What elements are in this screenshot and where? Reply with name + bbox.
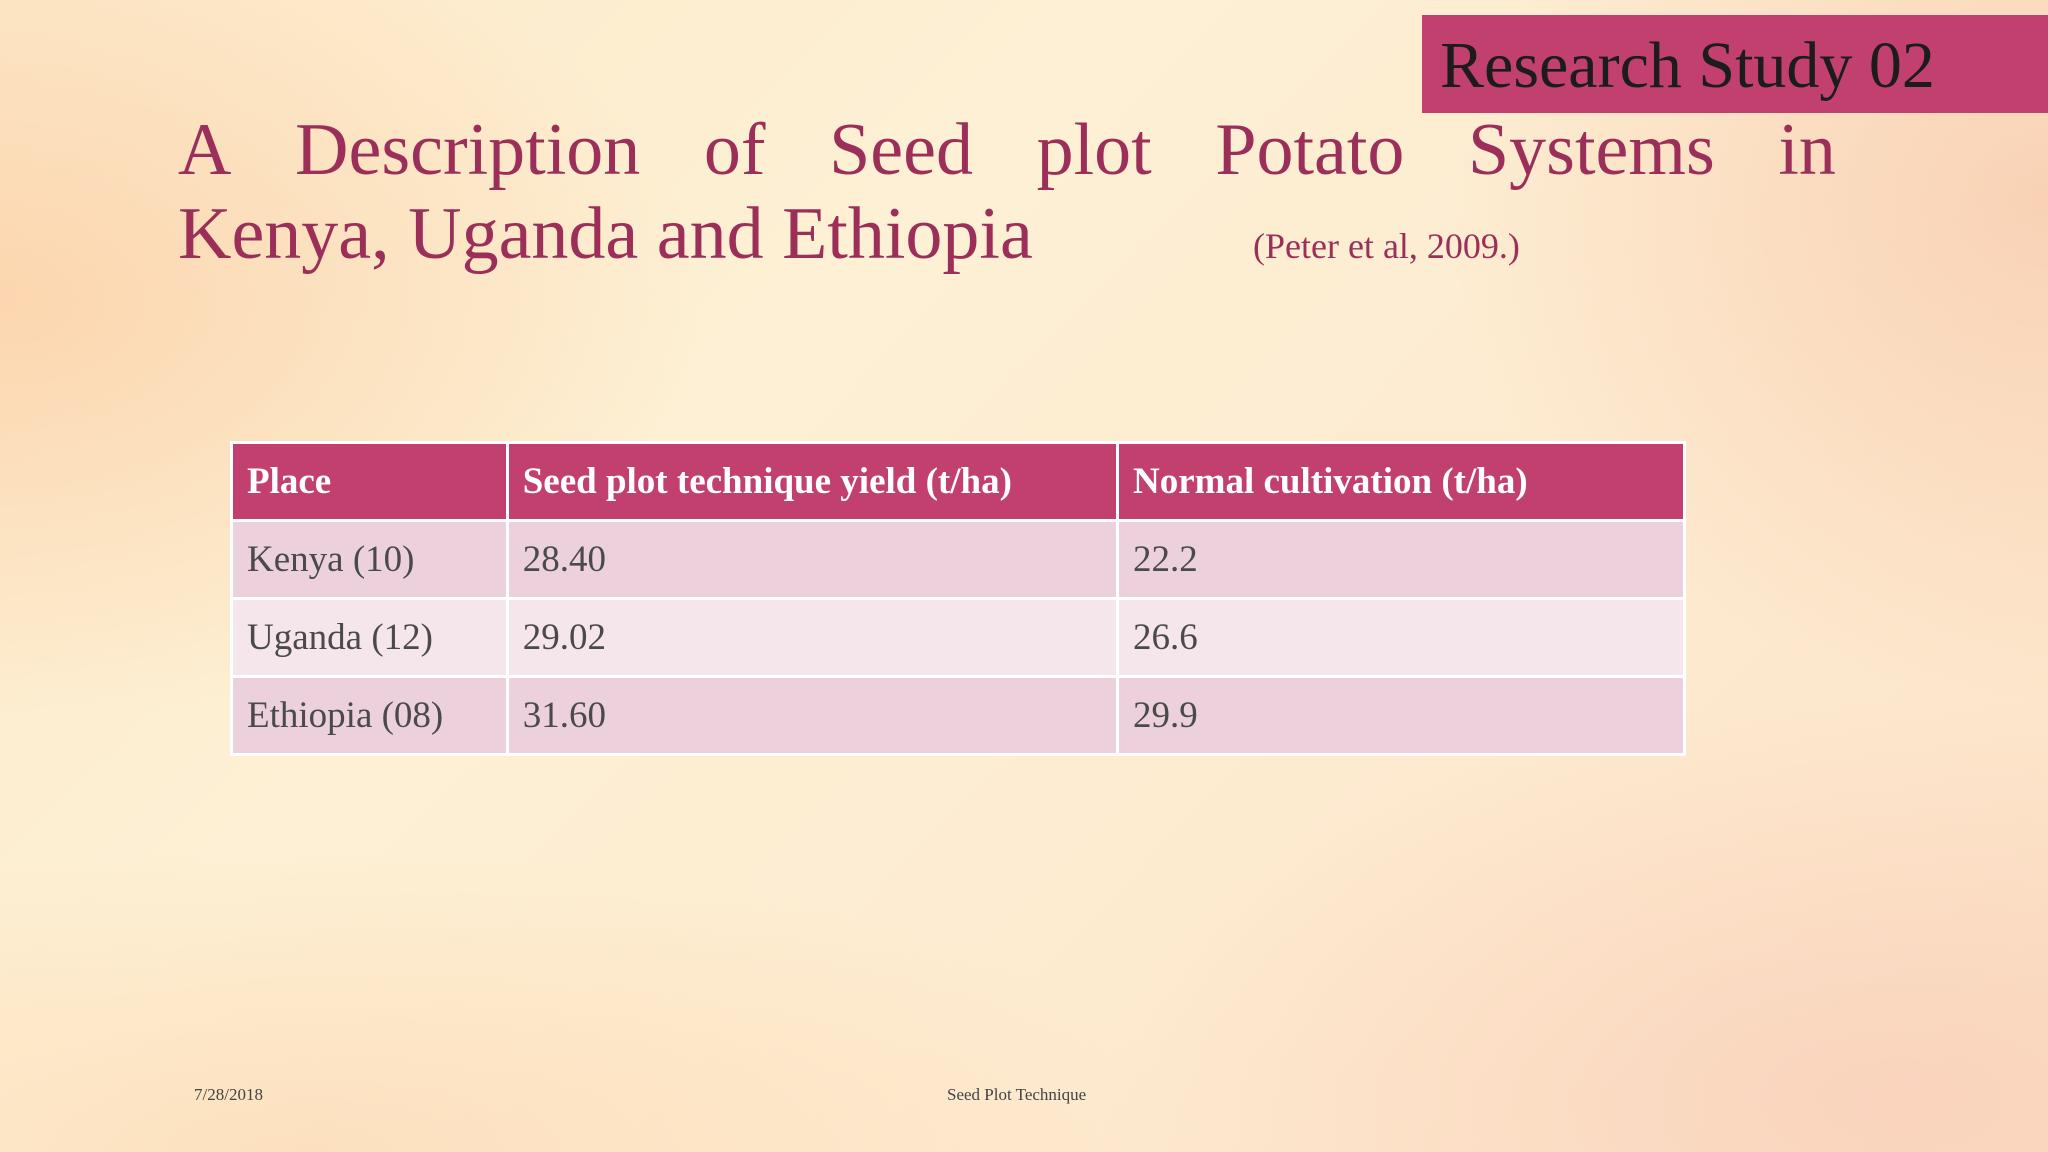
citation: (Peter et al, 2009.) xyxy=(1253,226,1520,266)
table-row: Uganda (12) 29.02 26.6 xyxy=(230,597,1686,678)
title-word: of xyxy=(703,109,766,191)
table-row: Ethiopia (08) 31.60 29.9 xyxy=(230,675,1686,756)
footer-title: Seed Plot Technique xyxy=(947,1085,1087,1104)
table-row: Kenya (10) 28.40 22.2 xyxy=(230,519,1686,600)
cell-normal-cultivation: 22.2 xyxy=(1116,519,1686,600)
yield-table: Place Seed plot technique yield (t/ha) N… xyxy=(230,441,1686,756)
header-normal-cultivation: Normal cultivation (t/ha) xyxy=(1116,441,1686,522)
title-word: A xyxy=(178,109,232,191)
table-header-row: Place Seed plot technique yield (t/ha) N… xyxy=(230,441,1686,522)
cell-place: Uganda (12) xyxy=(230,597,509,678)
slide-title-line1: A Description of Seed plot Potato System… xyxy=(178,108,1836,192)
cell-place: Kenya (10) xyxy=(230,519,509,600)
cell-normal-cultivation: 29.9 xyxy=(1116,675,1686,756)
slide-title-line2: Kenya, Uganda and Ethiopia xyxy=(178,193,1033,275)
slide-title: A Description of Seed plot Potato System… xyxy=(178,108,1836,276)
cell-seed-plot-yield: 28.40 xyxy=(505,519,1120,600)
header-place: Place xyxy=(230,441,509,522)
title-word: plot xyxy=(1036,109,1152,191)
title-word: Description xyxy=(295,109,641,191)
title-word: Seed xyxy=(829,109,973,191)
cell-seed-plot-yield: 29.02 xyxy=(505,597,1120,678)
cell-place: Ethiopia (08) xyxy=(230,675,509,756)
research-study-banner xyxy=(1422,15,2048,113)
title-word: Systems xyxy=(1468,109,1715,191)
research-study-label: Research Study 02 xyxy=(1440,29,1935,102)
title-word: in xyxy=(1778,109,1836,191)
header-seed-plot-yield: Seed plot technique yield (t/ha) xyxy=(505,441,1120,522)
cell-normal-cultivation: 26.6 xyxy=(1116,597,1686,678)
title-word: Potato xyxy=(1215,109,1405,191)
cell-seed-plot-yield: 31.60 xyxy=(505,675,1120,756)
footer-date: 7/28/2018 xyxy=(194,1085,263,1104)
